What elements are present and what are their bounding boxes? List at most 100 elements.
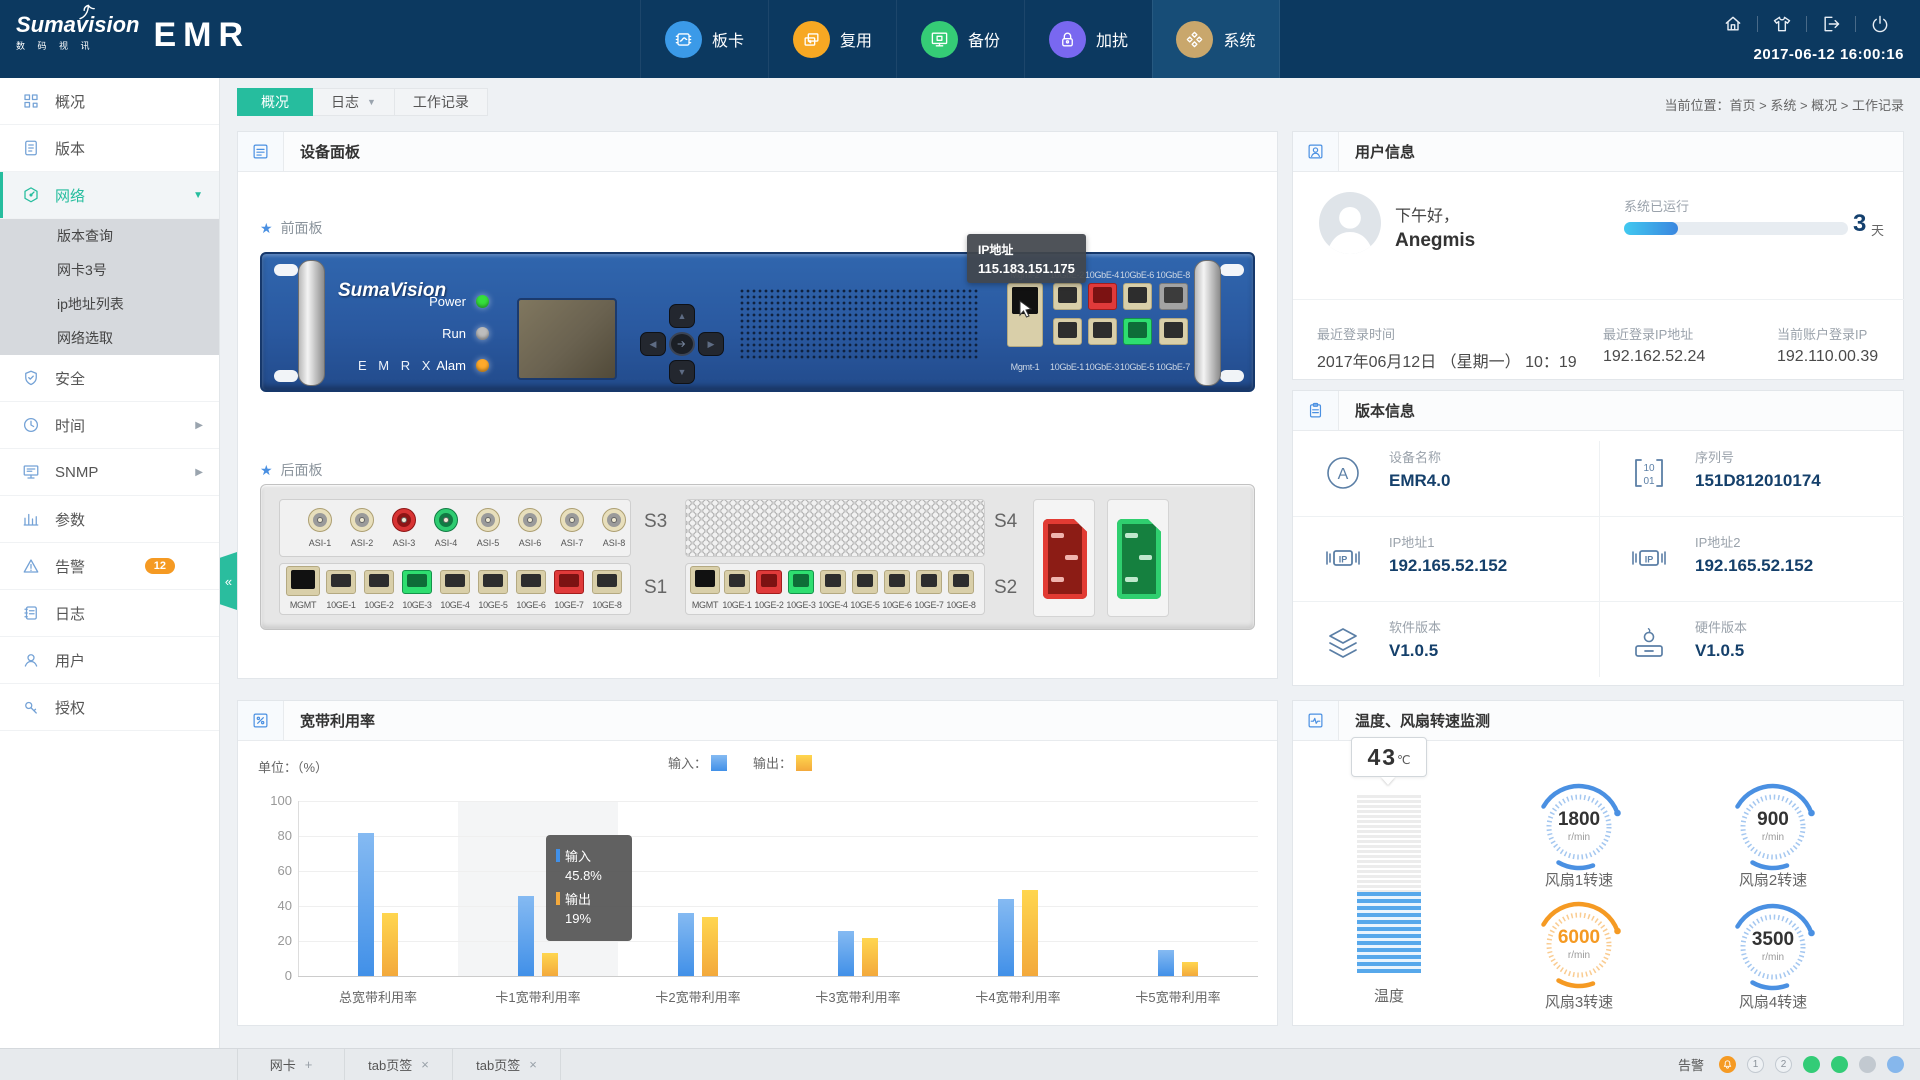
alarm-indicator-7[interactable] — [1887, 1056, 1904, 1073]
sidebar-subitem-ip地址列表[interactable]: ip地址列表 — [57, 296, 124, 312]
port-10GbE-3[interactable] — [1088, 318, 1117, 345]
port-10GbE-6[interactable] — [1123, 283, 1152, 310]
asi-section: ASI-1 ASI-2 ASI-3 ASI-4 ASI-5 ASI-6 ASI-7 ASI-8 — [279, 499, 631, 557]
asi-port-ASI-2[interactable] — [350, 508, 374, 532]
sidebar-item-用户[interactable]: 用户 — [0, 637, 219, 684]
nav-item-label: 板卡 — [711, 33, 744, 50]
asi-port-ASI-6[interactable] — [518, 508, 542, 532]
port-10GE-8[interactable] — [592, 570, 622, 594]
close-tab-icon[interactable]: × — [529, 1057, 537, 1072]
footer-tab-tab页签[interactable]: tab页签 × — [345, 1049, 453, 1080]
port-10GbE-2[interactable] — [1053, 283, 1082, 310]
theme-icon[interactable] — [1772, 14, 1792, 34]
port-10GE-7[interactable] — [554, 570, 584, 594]
asi-port-label: ASI-1 — [308, 538, 332, 548]
tab-工作记录[interactable]: 工作记录 — [394, 88, 488, 116]
port-10GE-8[interactable] — [948, 570, 974, 594]
login-field-value: 192.110.00.39 — [1777, 348, 1879, 365]
tab-label: 工作记录 — [412, 94, 469, 110]
port-10GE-4[interactable] — [440, 570, 470, 594]
nav-item-备份[interactable]: 备份 — [896, 0, 1024, 78]
uptime-progressbar — [1624, 222, 1848, 235]
sidebar-item-安全[interactable]: 安全 — [0, 355, 219, 402]
sidebar-item-label: 版本 — [55, 140, 86, 158]
port-10GE-4[interactable] — [820, 570, 846, 594]
tab-日志[interactable]: 日志 ▼ — [313, 88, 395, 116]
nav-item-加扰[interactable]: 加扰 — [1024, 0, 1152, 78]
fan-label: 风扇4转速 — [1738, 994, 1808, 1011]
dpad-left-button[interactable]: ◀ — [640, 332, 666, 356]
port-10GbE-4[interactable] — [1088, 283, 1117, 310]
port-10GbE-8[interactable] — [1159, 283, 1188, 310]
alarm-indicator-4[interactable] — [1803, 1056, 1820, 1073]
footer-tab-网卡[interactable]: 网卡 + — [237, 1049, 345, 1080]
port-10GE-2[interactable] — [364, 570, 394, 594]
sidebar-subitem-网卡3号[interactable]: 网卡3号 — [57, 262, 107, 278]
nav-item-板卡[interactable]: 板卡 — [640, 0, 768, 78]
logout-icon[interactable] — [1821, 14, 1841, 34]
home-icon[interactable] — [1723, 14, 1743, 34]
alarm-indicator-5[interactable] — [1831, 1056, 1848, 1073]
asi-port-ASI-3[interactable] — [392, 508, 416, 532]
sidebar-item-授权[interactable]: 授权 — [0, 684, 219, 731]
port-10GbE-7[interactable] — [1159, 318, 1188, 345]
ip-tooltip: IP地址 115.183.151.175 — [967, 234, 1086, 283]
temperature-bar-fill — [1357, 892, 1421, 973]
port-10GE-6[interactable] — [884, 570, 910, 594]
device-model: E M R X — [358, 358, 435, 373]
sidebar-item-日志[interactable]: 日志 — [0, 590, 219, 637]
asi-port-ASI-5[interactable] — [476, 508, 500, 532]
sidebar-item-概况[interactable]: 概况 — [0, 78, 219, 125]
divider — [1599, 441, 1600, 677]
power-icon[interactable] — [1870, 14, 1890, 34]
footer-tab-tab页签[interactable]: tab页签 × — [453, 1049, 561, 1080]
sidebar-item-版本[interactable]: 版本 — [0, 125, 219, 172]
port-10GE-6[interactable] — [516, 570, 546, 594]
sidebar-item-网络[interactable]: 网络 ▼ — [0, 172, 219, 219]
port-10GE-7[interactable] — [916, 570, 942, 594]
asi-port-label: ASI-6 — [518, 538, 542, 548]
tab-概况[interactable]: 概况 — [237, 88, 313, 116]
port-10GbE-5[interactable] — [1123, 318, 1152, 345]
port-10GE-3[interactable] — [788, 570, 814, 594]
sidebar-item-时间[interactable]: 时间 ▶ — [0, 402, 219, 449]
port-10GE-5[interactable] — [478, 570, 508, 594]
sidebar-item-告警[interactable]: 告警 12 — [0, 543, 219, 590]
dpad-right-button[interactable]: ▶ — [698, 332, 724, 356]
port-10GbE-1[interactable] — [1053, 318, 1082, 345]
sidebar-subitem-版本查询[interactable]: 版本查询 — [57, 228, 113, 244]
asi-port-ASI-8[interactable] — [602, 508, 626, 532]
nav-item-复用[interactable]: 复用 — [768, 0, 896, 78]
port-label: MGMT — [691, 600, 719, 610]
asi-port-ASI-4[interactable] — [434, 508, 458, 532]
add-tab-icon[interactable]: + — [304, 1057, 313, 1072]
port-label: 10GbE-4 — [1085, 270, 1119, 280]
alarm-indicator-6[interactable] — [1859, 1056, 1876, 1073]
close-tab-icon[interactable]: × — [421, 1057, 429, 1072]
sidebar-item-SNMP[interactable]: SNMP ▶ — [0, 449, 219, 496]
led-Power: Power — [410, 294, 489, 309]
port-MGMT[interactable] — [690, 566, 720, 594]
chart-tooltip: 输入 45.8% 输出 19% — [546, 835, 632, 941]
port-10GE-1[interactable] — [326, 570, 356, 594]
dpad-enter-button[interactable] — [669, 332, 695, 356]
version-info-icon — [1293, 391, 1339, 430]
alarm-indicator-2[interactable]: 1 — [1747, 1056, 1764, 1073]
asi-port-ASI-1[interactable] — [308, 508, 332, 532]
port-10GE-1[interactable] — [724, 570, 750, 594]
dpad-up-button[interactable]: ▲ — [669, 304, 695, 328]
port-10GE-5[interactable] — [852, 570, 878, 594]
port-MGMT[interactable] — [286, 566, 320, 596]
nav-item-系统[interactable]: 系统 — [1152, 0, 1280, 78]
sidebar-item-参数[interactable]: 参数 — [0, 496, 219, 543]
alarm-indicator-1[interactable] — [1719, 1056, 1736, 1073]
port-10GE-2[interactable] — [756, 570, 782, 594]
alarm-indicator-3[interactable]: 2 — [1775, 1056, 1792, 1073]
fan-speed-unit: r/min — [1761, 952, 1785, 963]
overview-icon — [22, 92, 40, 110]
dpad-down-button[interactable]: ▼ — [669, 360, 695, 384]
sidebar-collapse-handle[interactable]: « — [220, 552, 237, 610]
asi-port-ASI-7[interactable] — [560, 508, 584, 532]
sidebar-subitem-网络选取[interactable]: 网络选取 — [57, 330, 113, 346]
port-10GE-3[interactable] — [402, 570, 432, 594]
